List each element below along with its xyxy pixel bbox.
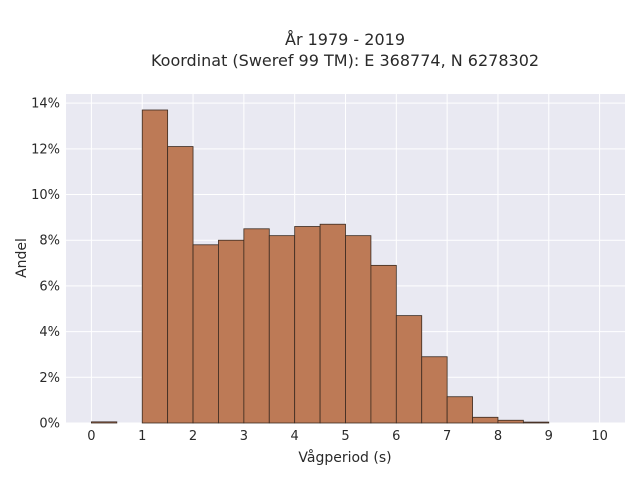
histogram-bar bbox=[91, 421, 118, 424]
histogram-bar bbox=[472, 416, 499, 424]
chart-title-line-1: År 1979 - 2019 bbox=[285, 30, 405, 49]
histogram-bar bbox=[319, 223, 346, 424]
x-tick-label: 2 bbox=[189, 429, 197, 444]
chart-title-line-2: Koordinat (Sweref 99 TM): E 368774, N 62… bbox=[151, 51, 539, 70]
x-tick-label: 4 bbox=[291, 429, 299, 444]
x-tick-label: 6 bbox=[392, 429, 400, 444]
x-tick-label: 10 bbox=[591, 429, 608, 444]
bars bbox=[91, 109, 550, 424]
y-tick-label: 10% bbox=[31, 188, 60, 203]
x-tick-label: 5 bbox=[341, 429, 349, 444]
histogram-bar bbox=[522, 421, 550, 424]
y-tick-label: 14% bbox=[31, 97, 60, 112]
x-tick-label: 7 bbox=[443, 429, 451, 444]
x-tick-label: 1 bbox=[138, 429, 146, 444]
x-tick-labels: 0 1 2 3 4 5 6 7 8 9 10 bbox=[87, 429, 608, 444]
histogram-bar bbox=[243, 228, 270, 424]
y-axis-label: Andel bbox=[14, 238, 30, 278]
x-tick-label: 9 bbox=[545, 429, 553, 444]
y-tick-label: 12% bbox=[31, 142, 60, 157]
y-tick-label: 2% bbox=[39, 371, 60, 386]
y-tick-label: 6% bbox=[39, 279, 60, 294]
y-tick-labels: 0% 2% 4% 6% 8% 10% 12% 14% bbox=[31, 97, 60, 432]
histogram-bar bbox=[345, 235, 372, 424]
y-tick-label: 4% bbox=[39, 325, 60, 340]
x-tick-label: 8 bbox=[494, 429, 502, 444]
histogram-bar bbox=[167, 146, 194, 424]
y-tick-label: 8% bbox=[39, 234, 60, 249]
x-tick-label: 3 bbox=[240, 429, 248, 444]
histogram-bar bbox=[497, 419, 524, 424]
histogram-bar bbox=[141, 109, 169, 424]
histogram-bar bbox=[294, 226, 321, 424]
histogram-bar bbox=[395, 315, 423, 424]
histogram-bar bbox=[370, 264, 397, 424]
x-axis-label: Vågperiod (s) bbox=[298, 449, 391, 466]
histogram-bar bbox=[192, 244, 219, 424]
histogram-bar bbox=[421, 356, 448, 424]
y-tick-label: 0% bbox=[39, 417, 60, 432]
x-tick-label: 0 bbox=[87, 429, 95, 444]
histogram-bar bbox=[268, 235, 296, 424]
histogram-bar bbox=[446, 396, 473, 424]
histogram-bar bbox=[218, 239, 245, 424]
